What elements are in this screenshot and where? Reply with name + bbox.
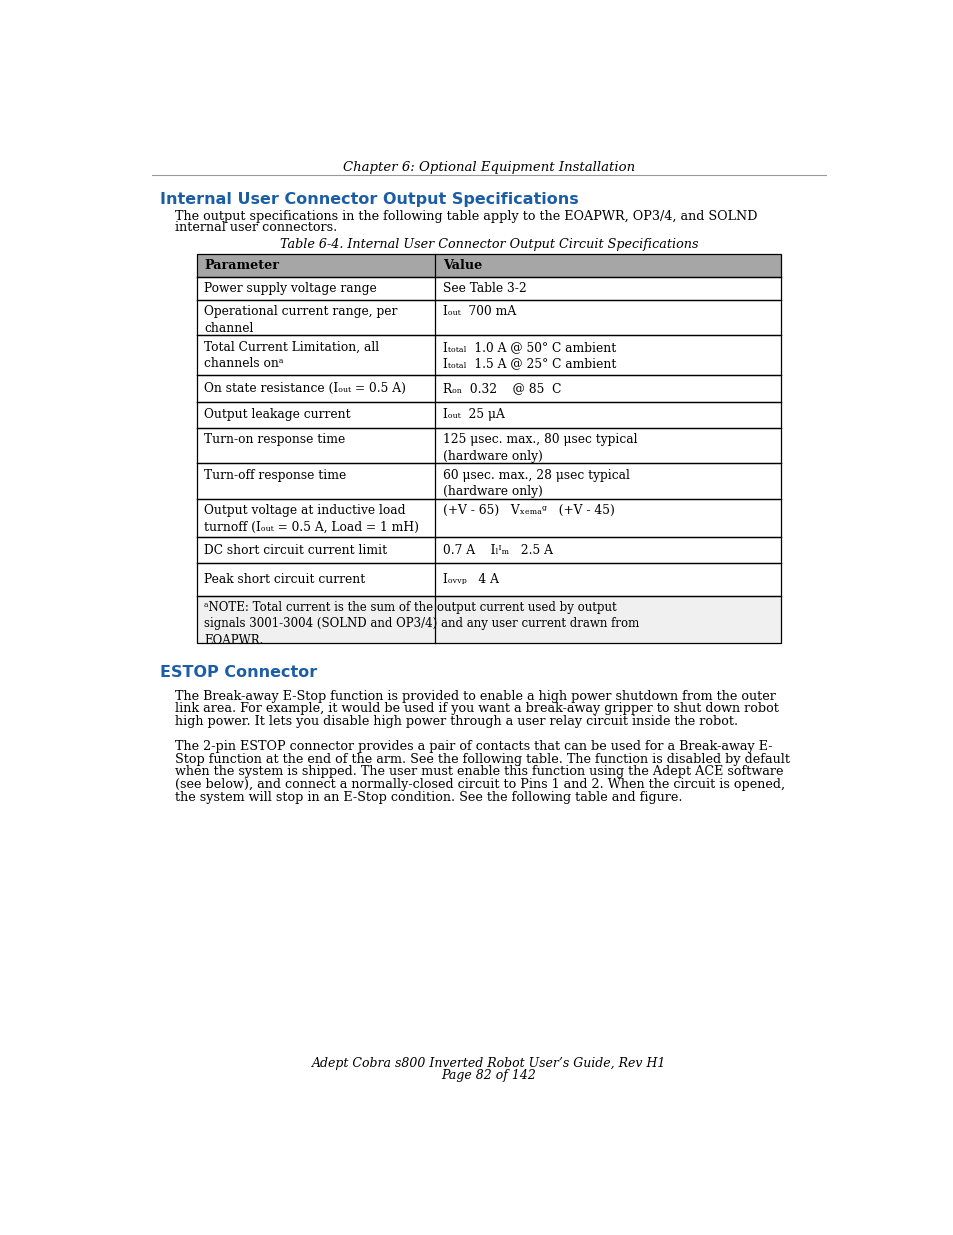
Text: Table 6-4. Internal User Connector Output Circuit Specifications: Table 6-4. Internal User Connector Outpu…: [279, 238, 698, 251]
Text: Parameter: Parameter: [204, 259, 279, 272]
Text: 0.7 A    Iₗᴵₘ   2.5 A: 0.7 A Iₗᴵₘ 2.5 A: [443, 543, 553, 557]
Text: high power. It lets you disable high power through a user relay circuit inside t: high power. It lets you disable high pow…: [174, 715, 738, 727]
Text: Power supply voltage range: Power supply voltage range: [204, 282, 376, 295]
Text: Iₜₒₜₐₗ  1.0 A @ 50° C ambient
Iₜₒₜₐₗ  1.5 A @ 25° C ambient: Iₜₒₜₐₗ 1.0 A @ 50° C ambient Iₜₒₜₐₗ 1.5 …: [443, 341, 616, 370]
Text: 60 μsec. max., 28 μsec typical
(hardware only): 60 μsec. max., 28 μsec typical (hardware…: [443, 468, 629, 498]
Text: Internal User Connector Output Specifications: Internal User Connector Output Specifica…: [159, 193, 578, 207]
Text: Output leakage current: Output leakage current: [204, 408, 351, 421]
Text: (see below), and connect a normally-closed circuit to Pins 1 and 2. When the cir: (see below), and connect a normally-clos…: [174, 778, 784, 792]
Text: Stop function at the end of the arm. See the following table. The function is di: Stop function at the end of the arm. See…: [174, 752, 789, 766]
Text: the system will stop in an E-Stop condition. See the following table and figure.: the system will stop in an E-Stop condit…: [174, 790, 681, 804]
Bar: [196, 253, 781, 277]
Bar: [196, 253, 781, 643]
Text: See Table 3-2: See Table 3-2: [443, 282, 526, 295]
Text: Rₒₙ  0.32    @ 85  C: Rₒₙ 0.32 @ 85 C: [443, 382, 561, 395]
Text: Page 82 of 142: Page 82 of 142: [441, 1070, 536, 1082]
Text: internal user connectors.: internal user connectors.: [174, 221, 337, 235]
Text: Value: Value: [443, 259, 482, 272]
Bar: [196, 595, 781, 643]
Text: Turn-on response time: Turn-on response time: [204, 433, 345, 446]
Text: Iₒᵤₜ  25 μA: Iₒᵤₜ 25 μA: [443, 408, 504, 421]
Text: Adept Cobra s800 Inverted Robot User’s Guide, Rev H1: Adept Cobra s800 Inverted Robot User’s G…: [312, 1057, 665, 1070]
Text: Turn-off response time: Turn-off response time: [204, 468, 346, 482]
Text: ᵃNOTE: Total current is the sum of the output current used by output
signals 300: ᵃNOTE: Total current is the sum of the o…: [204, 601, 639, 647]
Text: ESTOP Connector: ESTOP Connector: [159, 664, 316, 680]
Text: The 2-pin ESTOP connector provides a pair of contacts that can be used for a Bre: The 2-pin ESTOP connector provides a pai…: [174, 740, 772, 753]
Text: DC short circuit current limit: DC short circuit current limit: [204, 543, 387, 557]
Text: The Break-away E-Stop function is provided to enable a high power shutdown from : The Break-away E-Stop function is provid…: [174, 689, 775, 703]
Text: The output specifications in the following table apply to the EOAPWR, OP3/4, and: The output specifications in the followi…: [174, 210, 757, 222]
Text: Operational current range, per
channel: Operational current range, per channel: [204, 305, 397, 335]
Text: Iₒᵤₜ  700 mA: Iₒᵤₜ 700 mA: [443, 305, 516, 319]
Text: Peak short circuit current: Peak short circuit current: [204, 573, 365, 585]
Text: On state resistance (Iₒᵤₜ = 0.5 A): On state resistance (Iₒᵤₜ = 0.5 A): [204, 382, 406, 395]
Text: link area. For example, it would be used if you want a break-away gripper to shu: link area. For example, it would be used…: [174, 703, 778, 715]
Text: Output voltage at inductive load
turnoff (Iₒᵤₜ = 0.5 A, Load = 1 mH): Output voltage at inductive load turnoff…: [204, 504, 419, 534]
Text: Iₒᵥᵥₚ   4 A: Iₒᵥᵥₚ 4 A: [443, 573, 498, 585]
Text: Total Current Limitation, all
channels onᵃ: Total Current Limitation, all channels o…: [204, 341, 379, 370]
Text: (+V - 65)   Vₓₑₘₐᵍ   (+V - 45): (+V - 65) Vₓₑₘₐᵍ (+V - 45): [443, 504, 615, 517]
Text: when the system is shipped. The user must enable this function using the Adept A: when the system is shipped. The user mus…: [174, 766, 782, 778]
Text: Chapter 6: Optional Equipment Installation: Chapter 6: Optional Equipment Installati…: [342, 162, 635, 174]
Text: 125 μsec. max., 80 μsec typical
(hardware only): 125 μsec. max., 80 μsec typical (hardwar…: [443, 433, 637, 463]
